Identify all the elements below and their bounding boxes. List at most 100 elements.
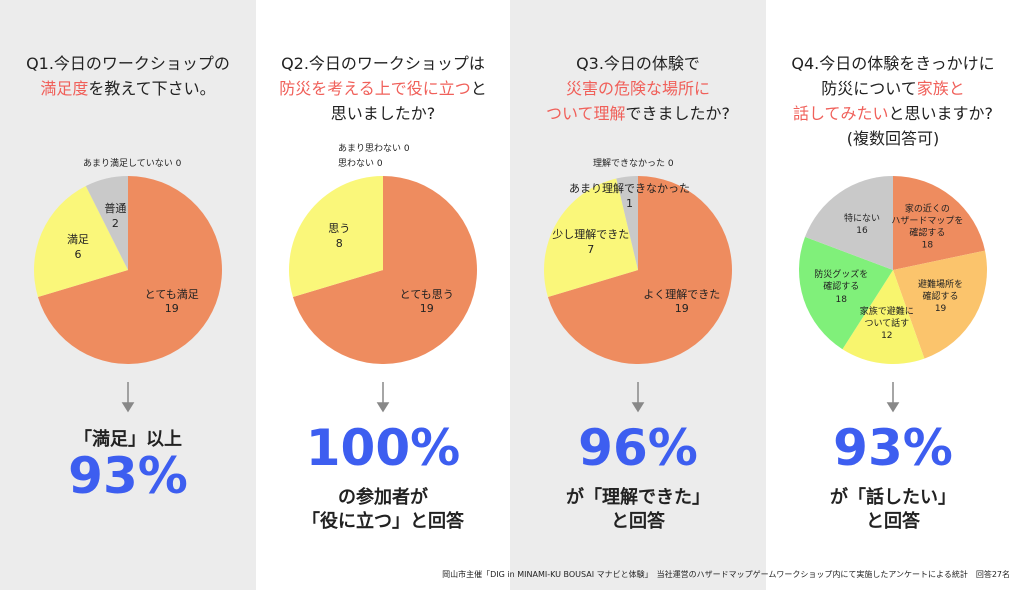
category-label: 避難場所を 確認する bbox=[918, 279, 964, 302]
pie-slice bbox=[616, 176, 638, 270]
result-text: の参加者が bbox=[338, 487, 428, 508]
title-segment: ついて理解 bbox=[545, 104, 626, 123]
value-label: 2 bbox=[111, 216, 119, 230]
value-label: 19 bbox=[164, 302, 179, 316]
title-line: 災害の危険な場所に bbox=[510, 75, 766, 99]
category-label: あまり理解できなかった bbox=[568, 182, 690, 196]
title-segment: 災害の危険な場所に bbox=[565, 79, 710, 98]
title-segment: と bbox=[470, 79, 487, 98]
category-label: 防災グッズを 確認する bbox=[814, 270, 869, 293]
pie-slice bbox=[805, 176, 893, 270]
title-segment: Q4.今日の体験をきっかけに bbox=[791, 54, 995, 73]
title-segment: と思いますか? bbox=[888, 104, 994, 123]
slice-label: 特にない 16 bbox=[844, 213, 880, 237]
category-label: 家族で避難に ついて話す bbox=[859, 306, 914, 330]
title-segment: 思いましたか? bbox=[330, 104, 436, 123]
title-segment: Q3.今日の体験で bbox=[576, 54, 700, 73]
category-label: とても満足 bbox=[144, 287, 199, 301]
category-label: 思わない bbox=[338, 159, 375, 169]
title-line: 防災を考える上で役に立つと bbox=[255, 75, 511, 99]
result-value: 100% bbox=[305, 419, 461, 477]
value-label: 19 bbox=[419, 302, 434, 316]
result-text: が「理解できた」 bbox=[566, 487, 710, 508]
category-label: 普通 bbox=[104, 202, 127, 216]
category-label: 満足 bbox=[66, 233, 89, 247]
value-label: 7 bbox=[587, 242, 595, 256]
category-label: よく理解できた bbox=[643, 287, 721, 301]
title-line: Q2.今日のワークショップは bbox=[255, 50, 511, 74]
category-label: 思う bbox=[328, 222, 351, 236]
result-value: 96% bbox=[578, 419, 698, 477]
title-line: Q1.今日のワークショップの bbox=[0, 50, 256, 74]
category-label: とても思う bbox=[399, 287, 454, 301]
slice-label: 少し理解できた 7 bbox=[552, 228, 629, 258]
category-label: 少し理解できた bbox=[552, 227, 630, 241]
slice-label: 防災グッズを 確認する 18 bbox=[814, 269, 868, 305]
arrows bbox=[121, 382, 900, 413]
value-label: 19 bbox=[674, 302, 689, 316]
value-label: 6 bbox=[74, 248, 82, 262]
title-segment: (複数回答可) bbox=[846, 129, 940, 148]
pie-slice bbox=[842, 270, 925, 364]
result-text: と回答 bbox=[611, 511, 665, 532]
value-label: 0 bbox=[667, 159, 674, 169]
zero-label: 理解できなかった 0 bbox=[593, 156, 674, 169]
category-label: 理解できなかった bbox=[593, 159, 666, 169]
title-segment: Q2.今日のワークショップは bbox=[281, 54, 485, 73]
value-label: 8 bbox=[335, 237, 343, 251]
title-segment: 話してみたい bbox=[792, 104, 889, 123]
value-label: 12 bbox=[881, 331, 893, 342]
title-line: 話してみたいと思いますか? bbox=[765, 100, 1021, 124]
pie-slice bbox=[547, 175, 732, 364]
value-label: 0 bbox=[376, 159, 383, 169]
title-line: Q3.今日の体験で bbox=[510, 50, 766, 74]
pie-slice bbox=[34, 185, 128, 297]
category-label: 家の近くの ハザードマップを 確認する bbox=[891, 204, 964, 239]
pie-slice bbox=[85, 176, 128, 270]
title-segment: 家族と bbox=[916, 79, 965, 98]
zero-label: あまり思わない 0 bbox=[338, 141, 410, 154]
zero-label: 思わない 0 bbox=[338, 156, 383, 169]
result-text: 「満足」以上 bbox=[74, 429, 182, 450]
pie-slice bbox=[893, 176, 985, 270]
title-line: Q4.今日の体験をきっかけに bbox=[765, 50, 1021, 74]
footer: 岡山市主催「DIG in MINAMI-KU BOUSAI マナビと体験」 当社… bbox=[442, 570, 1010, 579]
pie-slice bbox=[799, 236, 893, 350]
slice-label: とても思う 19 bbox=[400, 288, 454, 318]
pie-slice bbox=[893, 250, 987, 359]
title-segment: できましたか? bbox=[625, 104, 731, 123]
result-value: 93% bbox=[833, 419, 953, 477]
value-label: 18 bbox=[835, 294, 847, 305]
result-text: が「話したい」 bbox=[830, 487, 956, 508]
slice-label: よく理解できた 19 bbox=[643, 288, 720, 318]
category-label: 特にない bbox=[843, 214, 880, 225]
value-label: 1 bbox=[625, 197, 633, 211]
result-value: 93% bbox=[68, 447, 188, 505]
title-segment: を教えて下さい。 bbox=[88, 79, 216, 98]
slice-label: 家族で避難に ついて話す 12 bbox=[860, 306, 914, 342]
slice-label: 思う 8 bbox=[328, 223, 350, 253]
value-label: 0 bbox=[175, 159, 182, 169]
pie-slice bbox=[289, 176, 383, 297]
slice-label: 家の近くの ハザードマップを 確認する 18 bbox=[891, 203, 963, 252]
value-label: 0 bbox=[403, 144, 410, 154]
title-line: (複数回答可) bbox=[765, 125, 1021, 149]
title-line: 防災について家族と bbox=[765, 75, 1021, 99]
value-label: 18 bbox=[921, 240, 934, 251]
value-label: 16 bbox=[856, 226, 868, 237]
category-label: あまり思わない bbox=[338, 144, 402, 154]
title-segment: 防災を考える上で役に立つ bbox=[279, 79, 471, 98]
title-line: 思いましたか? bbox=[255, 100, 511, 124]
title-segment: 防災について bbox=[821, 79, 917, 98]
zero-label: あまり満足していない 0 bbox=[83, 156, 181, 169]
category-label: あまり満足していない bbox=[83, 159, 173, 169]
result-text: と回答 bbox=[866, 511, 920, 532]
title-segment: Q1.今日のワークショップの bbox=[26, 54, 230, 73]
pie-slice bbox=[544, 178, 638, 297]
result-text: 「役に立つ」と回答 bbox=[302, 511, 464, 532]
slice-label: 満足 6 bbox=[67, 234, 89, 264]
pie-slice bbox=[37, 175, 223, 364]
title-segment: 満足度 bbox=[40, 79, 89, 98]
